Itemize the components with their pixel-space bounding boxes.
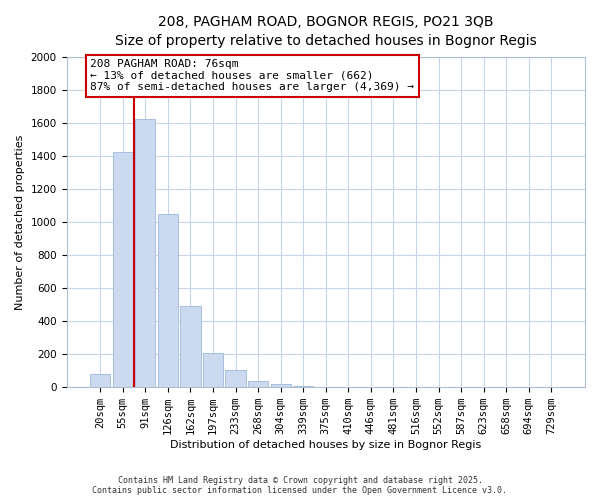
- Text: Contains HM Land Registry data © Crown copyright and database right 2025.
Contai: Contains HM Land Registry data © Crown c…: [92, 476, 508, 495]
- Bar: [181, 306, 200, 387]
- Text: 208 PAGHAM ROAD: 76sqm
← 13% of detached houses are smaller (662)
87% of semi-de: 208 PAGHAM ROAD: 76sqm ← 13% of detached…: [90, 59, 414, 92]
- Bar: [113, 152, 133, 387]
- Bar: [135, 120, 155, 387]
- Bar: [293, 386, 313, 387]
- Y-axis label: Number of detached properties: Number of detached properties: [15, 134, 25, 310]
- Bar: [203, 354, 223, 387]
- X-axis label: Distribution of detached houses by size in Bognor Regis: Distribution of detached houses by size …: [170, 440, 481, 450]
- Bar: [90, 374, 110, 387]
- Bar: [226, 370, 246, 387]
- Title: 208, PAGHAM ROAD, BOGNOR REGIS, PO21 3QB
Size of property relative to detached h: 208, PAGHAM ROAD, BOGNOR REGIS, PO21 3QB…: [115, 15, 536, 48]
- Bar: [271, 384, 291, 387]
- Bar: [248, 380, 268, 387]
- Bar: [158, 214, 178, 387]
